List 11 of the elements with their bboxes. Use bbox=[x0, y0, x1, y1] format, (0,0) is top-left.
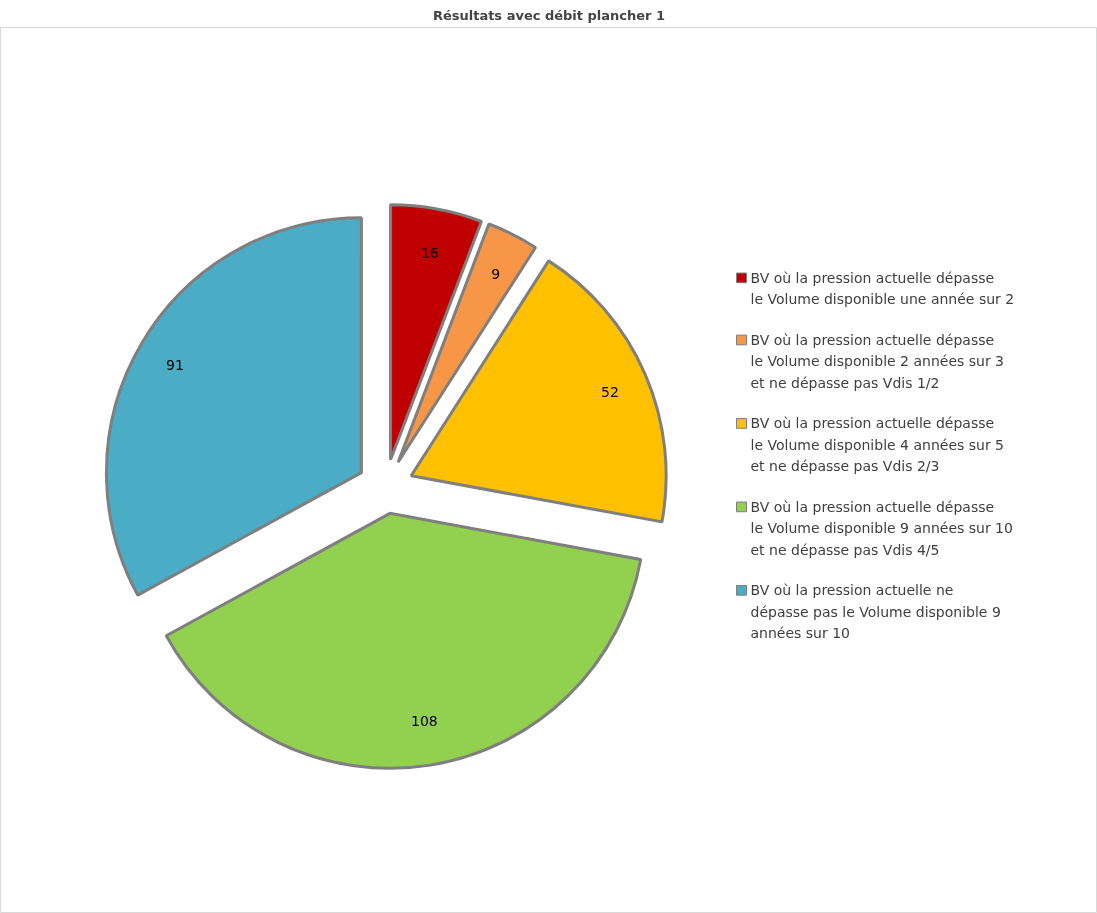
legend-label: BV où la pression actuelle dépasse le Volume disponible une année sur 2 bbox=[750, 269, 1015, 308]
chart-title: Résultats avec débit plancher 1 bbox=[432, 7, 666, 23]
legend-label: BV où la pression actuelle ne dépasse pas le Volume disponible 9 années sur 10 bbox=[750, 582, 1001, 642]
data-label: 108 bbox=[410, 713, 438, 730]
data-label: 9 bbox=[491, 266, 501, 283]
legend-label: BV où la pression actuelle dépasse le Volume disponible 9 années sur 10 et ne dépasse pas Vdis 4/5 bbox=[750, 498, 1013, 558]
legend-label: BV où la pression actuelle dépasse le Volume disponible 4 années sur 5 et ne dépasse pas Vdis 2/3 bbox=[750, 415, 1005, 475]
data-label: 91 bbox=[166, 357, 184, 374]
data-label: 16 bbox=[420, 244, 439, 261]
data-label: 52 bbox=[601, 383, 619, 400]
legend-label: BV où la pression actuelle dépasse le Volume disponible 2 années sur 3 et ne dépasse pas Vdis 1/2 bbox=[750, 331, 1005, 391]
